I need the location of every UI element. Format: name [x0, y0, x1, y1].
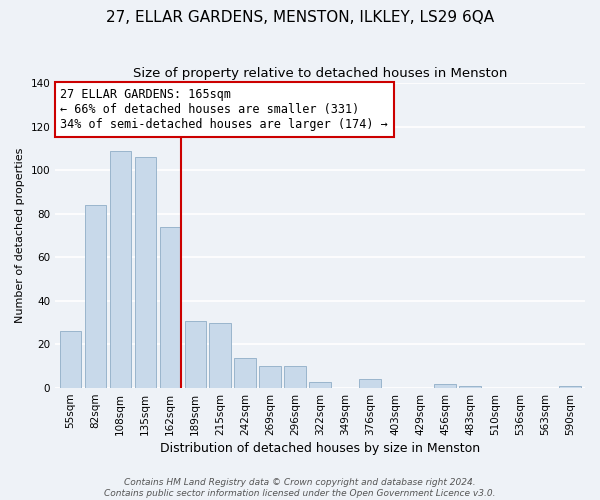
Bar — [85, 205, 106, 388]
Text: 27 ELLAR GARDENS: 165sqm
← 66% of detached houses are smaller (331)
34% of semi-: 27 ELLAR GARDENS: 165sqm ← 66% of detach… — [61, 88, 388, 130]
Text: 27, ELLAR GARDENS, MENSTON, ILKLEY, LS29 6QA: 27, ELLAR GARDENS, MENSTON, ILKLEY, LS29… — [106, 10, 494, 25]
Bar — [185, 320, 206, 388]
Bar — [134, 157, 156, 388]
Bar — [160, 227, 181, 388]
Bar — [559, 386, 581, 388]
Bar — [235, 358, 256, 388]
Bar — [284, 366, 306, 388]
X-axis label: Distribution of detached houses by size in Menston: Distribution of detached houses by size … — [160, 442, 480, 455]
Bar — [310, 382, 331, 388]
Bar — [460, 386, 481, 388]
Bar — [359, 380, 380, 388]
Bar — [259, 366, 281, 388]
Bar — [59, 332, 81, 388]
Bar — [209, 322, 231, 388]
Bar — [110, 150, 131, 388]
Bar — [434, 384, 455, 388]
Text: Contains HM Land Registry data © Crown copyright and database right 2024.
Contai: Contains HM Land Registry data © Crown c… — [104, 478, 496, 498]
Title: Size of property relative to detached houses in Menston: Size of property relative to detached ho… — [133, 68, 507, 80]
Y-axis label: Number of detached properties: Number of detached properties — [15, 148, 25, 324]
